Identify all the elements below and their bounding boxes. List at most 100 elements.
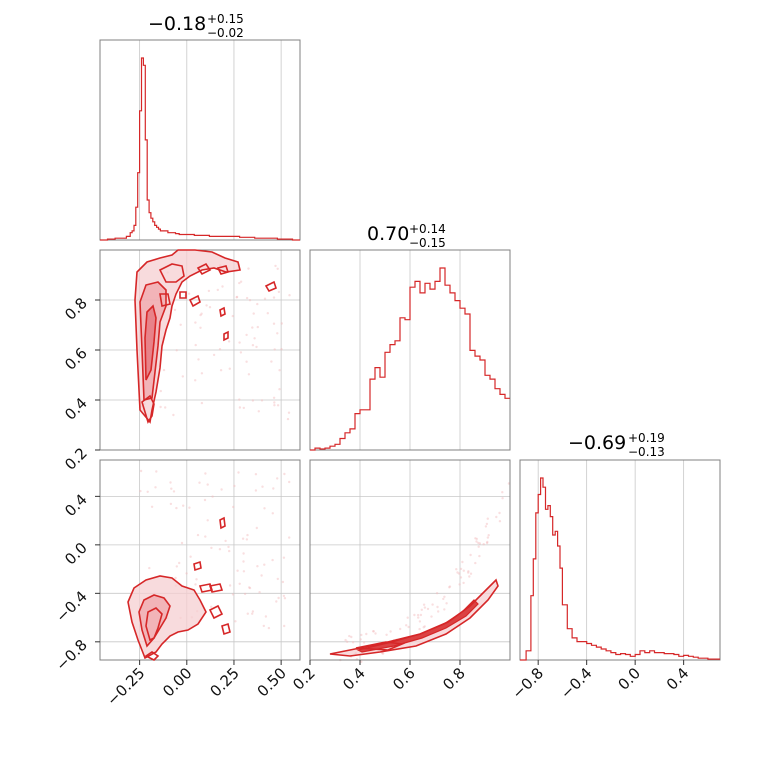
title-param-1: 0.70 +0.14 −0.15 xyxy=(367,222,446,250)
panel-1-0-scatter-point xyxy=(231,314,234,318)
panel-2-0-scatter-point xyxy=(267,626,271,630)
panel-2-0-scatter-point xyxy=(211,495,214,498)
panel-0-0-frame xyxy=(99,39,301,241)
panel-1-0-scatter-point xyxy=(179,323,182,326)
panel-2-0-scatter-point xyxy=(243,592,247,596)
panel-1-0-scatter-point xyxy=(245,360,248,363)
panel-2-0-scatter-point xyxy=(282,556,286,559)
panel-2-0-scatter-point xyxy=(233,484,236,488)
panel-2-0-scatter-point xyxy=(195,578,198,581)
panel-1-0-scatter-point xyxy=(159,389,162,393)
panel-2-1-scatter-point xyxy=(344,638,347,642)
panel-2-0-scatter-point xyxy=(263,507,266,510)
panel-2-1-scatter-point xyxy=(486,517,489,520)
panel-1-0-scatter-point xyxy=(205,304,208,307)
panel-2-1-scatter-point xyxy=(374,632,377,635)
title-param-0: −0.18 +0.15 −0.02 xyxy=(148,12,244,40)
panel-2-0-scatter-point xyxy=(139,469,143,473)
panel-2-1-scatter-point xyxy=(399,627,402,631)
panel-2-1-scatter-point xyxy=(416,613,420,617)
x-tick-label-2-2: 0.0 xyxy=(614,664,644,694)
panel-2-0-scatter-point xyxy=(185,572,188,575)
panel-2-1-scatter-point xyxy=(459,576,463,579)
panel-2-1-scatter-point xyxy=(495,515,498,519)
title-median-1: 0.70 xyxy=(367,223,409,245)
panel-1-0-scatter-point xyxy=(200,312,203,315)
panel-2-0-scatter-point xyxy=(251,612,254,615)
panel-2-0-scatter-point xyxy=(288,480,291,484)
panel-2-0-scatter-point xyxy=(262,624,265,628)
panel-2-1-scatter-point xyxy=(362,641,366,644)
panel-2-1-scatter-point xyxy=(422,626,425,629)
panel-2-1-scatter-point xyxy=(385,633,388,636)
panel-1-0-scatter-point xyxy=(256,302,259,306)
panel-1-0-scatter-point xyxy=(257,410,260,413)
panel-2-1-scatter-point xyxy=(474,561,477,565)
panel-2-1-scatter-point xyxy=(381,652,385,655)
panel-2-0-scatter-point xyxy=(155,470,158,473)
x-tick-label-2-1: −0.4 xyxy=(557,664,595,702)
panel-1-0-scatter-point xyxy=(251,326,254,329)
panel-1-0-scatter-point xyxy=(187,292,191,295)
panel-2-0-scatter-point xyxy=(242,552,245,555)
panel-2-1-scatter-point xyxy=(359,638,362,641)
panel-1-0-scatter-point xyxy=(235,295,239,299)
panel-1-0-scatter-point xyxy=(247,373,251,376)
panel-2-1-scatter-point xyxy=(486,536,490,539)
y-tick-label-2-1: −0.4 xyxy=(52,587,90,625)
panel-1-0-scatter-point xyxy=(173,308,177,312)
panel-1-0-scatter-point xyxy=(164,406,167,409)
panel-1-0-scatter-point xyxy=(286,417,290,421)
title-param-2: −0.69 +0.19 −0.13 xyxy=(568,431,665,459)
panel-1-0-scatter-point xyxy=(272,322,276,325)
panel-1-0-scatter-point xyxy=(194,379,197,382)
title-minus-0: −0.02 xyxy=(207,26,244,40)
panel-2-1-scatter-point xyxy=(442,597,445,601)
panel-2-1-scatter-point xyxy=(462,569,465,572)
panel-1-0-scatter-point xyxy=(194,321,197,324)
panel-1-0-scatter-point xyxy=(199,313,202,317)
panel-2-1-scatter-point xyxy=(478,542,482,545)
x-tick-label-1-1: 0.4 xyxy=(339,664,369,694)
panel-1-0-scatter-point xyxy=(270,360,273,363)
panel-2-1-scatter-point xyxy=(372,630,375,633)
panel-1-0-scatter-point xyxy=(276,267,279,270)
panel-2-0-scatter-point xyxy=(228,549,231,553)
panel-2-1-scatter-point xyxy=(381,652,384,655)
panel-2-1-scatter-point xyxy=(455,568,458,571)
panel-1-0-scatter-point xyxy=(227,340,231,343)
x-tick-label-0-1: 0.00 xyxy=(159,664,195,700)
panel-1-1-frame xyxy=(309,249,511,451)
panel-2-0-scatter-point xyxy=(220,488,223,491)
panel-2-1-scatter-point xyxy=(448,586,451,589)
panel-1-0-scatter-point xyxy=(200,372,204,375)
panel-2-0-scatter-point xyxy=(248,586,252,590)
panel-2-1-scatter-point xyxy=(468,575,471,578)
panel-2-1-scatter-point xyxy=(461,560,464,564)
panel-1-0-scatter-point xyxy=(280,322,283,325)
panel-2-0-scatter-point xyxy=(256,565,259,568)
panel-1-0-scatter-point xyxy=(238,281,241,285)
panel-1-0-scatter-point xyxy=(247,267,250,270)
panel-1-0-scatter-point xyxy=(276,332,279,335)
panel-2-0-scatter-point xyxy=(283,624,286,628)
x-tick-label-0-0: −0.25 xyxy=(103,664,148,709)
panel-2-0-scatter-point xyxy=(169,502,173,506)
panel-2-1-scatter-point xyxy=(477,545,480,548)
panel-2-0-scatter-point xyxy=(277,596,280,600)
x-tick-label-1-0: 0.2 xyxy=(289,664,319,694)
panel-2-0-scatter-point xyxy=(255,526,258,530)
title-median-0: −0.18 xyxy=(148,13,206,35)
panel-1-0-scatter-point xyxy=(238,406,242,409)
y-tick-label-1-2: 0.6 xyxy=(61,344,91,374)
panel-1-0-scatter-point xyxy=(199,326,202,329)
panel-2-1-scatter-point xyxy=(478,554,481,558)
panel-2-1-scatter-point xyxy=(457,572,461,575)
panel-2-1-scatter-point xyxy=(487,534,490,537)
panel-2-0-scatter-point xyxy=(242,560,245,563)
panel-2-1-scatter-point xyxy=(501,497,504,500)
panel-1-0-scatter-point xyxy=(251,399,255,402)
panel-1-0-scatter-point xyxy=(256,325,259,329)
title-median-2: −0.69 xyxy=(568,432,626,454)
panel-2-1-scatter-point xyxy=(435,592,439,595)
